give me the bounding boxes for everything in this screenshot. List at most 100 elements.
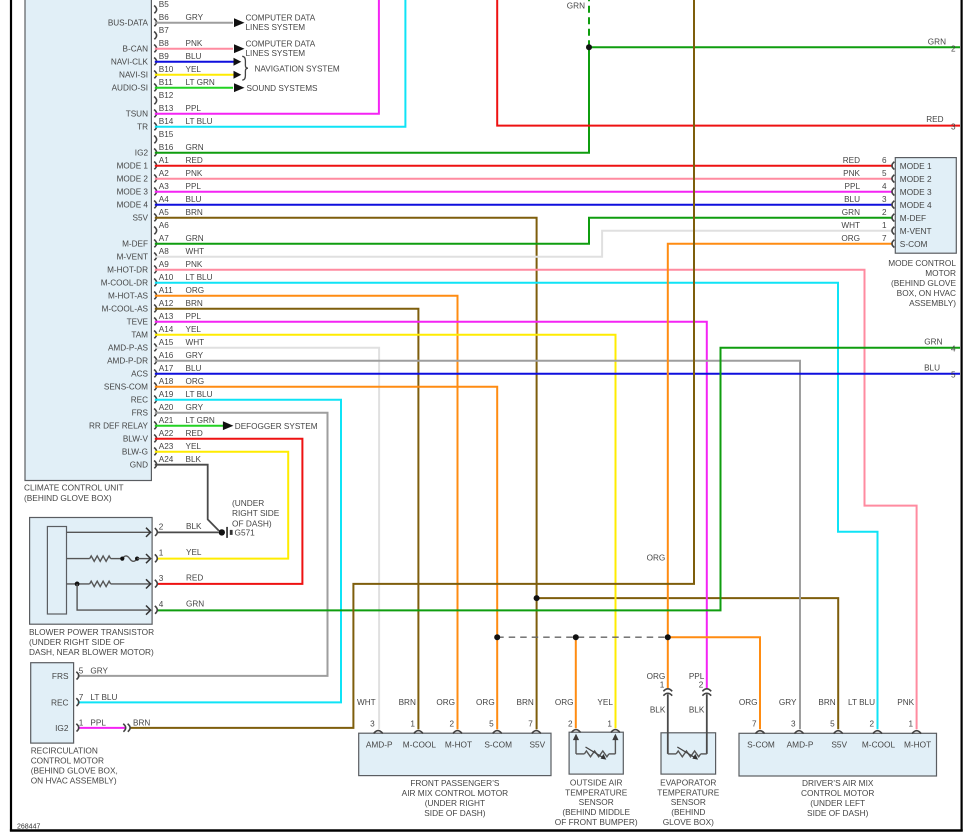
svg-text:BRN: BRN: [133, 719, 150, 728]
svg-text:A23: A23: [159, 442, 174, 451]
svg-text:(BEHIND GLOVE: (BEHIND GLOVE: [891, 278, 956, 288]
svg-text:2: 2: [699, 680, 704, 689]
svg-text:A12: A12: [159, 299, 174, 308]
svg-text:B14: B14: [159, 117, 174, 126]
svg-text:M-HOT: M-HOT: [445, 739, 472, 749]
svg-text:FRS: FRS: [52, 671, 69, 681]
svg-text:A6: A6: [159, 221, 169, 230]
svg-text:M-HOT: M-HOT: [904, 739, 931, 749]
svg-text:ORG: ORG: [476, 698, 495, 707]
svg-text:A22: A22: [159, 429, 174, 438]
svg-text:A24: A24: [159, 455, 174, 464]
svg-text:PPL: PPL: [186, 104, 202, 113]
svg-text:PNK: PNK: [186, 260, 203, 269]
svg-text:MODE CONTROL: MODE CONTROL: [888, 258, 956, 268]
svg-text:ASSEMBLY): ASSEMBLY): [909, 298, 956, 308]
svg-text:BLOWER POWER TRANSISTOR: BLOWER POWER TRANSISTOR: [29, 627, 154, 637]
svg-text:LT BLU: LT BLU: [90, 693, 117, 702]
svg-text:MOTOR: MOTOR: [925, 268, 956, 278]
svg-text:1: 1: [909, 720, 914, 729]
svg-text:MODE 4: MODE 4: [117, 200, 149, 209]
svg-text:MODE 2: MODE 2: [900, 174, 932, 184]
svg-text:DRIVER’S AIR MIX: DRIVER’S AIR MIX: [802, 778, 874, 788]
svg-text:TEVE: TEVE: [127, 317, 149, 326]
svg-text:B11: B11: [159, 78, 173, 87]
svg-text:AMD-P-AS: AMD-P-AS: [108, 343, 149, 352]
svg-text:M-DEF: M-DEF: [122, 239, 148, 248]
svg-text:A13: A13: [159, 312, 174, 321]
svg-text:AMD-P: AMD-P: [787, 739, 814, 749]
svg-text:A16: A16: [159, 351, 174, 360]
svg-text:AIR MIX CONTROL MOTOR: AIR MIX CONTROL MOTOR: [402, 788, 508, 798]
svg-text:GRN: GRN: [186, 600, 204, 609]
svg-text:GRY: GRY: [90, 667, 108, 676]
svg-text:B9: B9: [159, 52, 169, 61]
svg-text:REC: REC: [51, 698, 69, 708]
svg-text:RR DEF RELAY: RR DEF RELAY: [89, 421, 149, 430]
svg-text:SENSOR: SENSOR: [579, 797, 614, 807]
svg-text:BRN: BRN: [517, 698, 534, 707]
svg-text:3: 3: [951, 123, 956, 132]
svg-text:YEL: YEL: [186, 325, 202, 334]
svg-text:IG2: IG2: [55, 723, 69, 733]
svg-text:B10: B10: [159, 65, 174, 74]
svg-text:NAVI-CLK: NAVI-CLK: [111, 57, 149, 66]
svg-text:AUDIO-SI: AUDIO-SI: [112, 83, 148, 92]
svg-text:BLU: BLU: [186, 364, 202, 373]
svg-text:SIDE OF DASH): SIDE OF DASH): [424, 808, 486, 818]
svg-text:S5V: S5V: [133, 213, 149, 222]
svg-text:GRY: GRY: [186, 351, 204, 360]
svg-text:PNK: PNK: [186, 39, 203, 48]
svg-text:ORG: ORG: [841, 234, 860, 243]
svg-text:GRN: GRN: [928, 37, 946, 46]
svg-text:MODE 3: MODE 3: [900, 187, 932, 197]
svg-text:RED: RED: [926, 115, 943, 124]
svg-text:LT BLU: LT BLU: [186, 273, 213, 282]
svg-text:6: 6: [882, 156, 887, 165]
svg-text:S5V: S5V: [529, 739, 545, 749]
svg-text:FRONT PASSENGER’S: FRONT PASSENGER’S: [410, 778, 500, 788]
svg-text:WHT: WHT: [357, 698, 376, 707]
svg-text:4: 4: [882, 182, 887, 191]
svg-text:PPL: PPL: [845, 182, 861, 191]
svg-text:(BEHIND: (BEHIND: [671, 807, 705, 817]
svg-text:OUTSIDE AIR: OUTSIDE AIR: [570, 777, 623, 787]
svg-text:PPL: PPL: [90, 719, 106, 728]
svg-text:BRN: BRN: [818, 698, 835, 707]
svg-text:NAVI-SI: NAVI-SI: [119, 70, 148, 79]
svg-text:BLW-V: BLW-V: [123, 434, 149, 443]
svg-text:LT BLU: LT BLU: [848, 698, 875, 707]
svg-text:RECIRCULATION: RECIRCULATION: [31, 746, 98, 756]
svg-text:G571: G571: [235, 528, 256, 538]
svg-text:RED: RED: [186, 156, 203, 165]
svg-text:M-HOT-AS: M-HOT-AS: [108, 291, 149, 300]
svg-text:A9: A9: [159, 260, 169, 269]
svg-text:B12: B12: [159, 91, 174, 100]
svg-text:PNK: PNK: [843, 169, 860, 178]
svg-text:ORG: ORG: [436, 698, 455, 707]
svg-text:A18: A18: [159, 377, 174, 386]
svg-text:ORG: ORG: [739, 698, 758, 707]
svg-text:BRN: BRN: [186, 299, 203, 308]
svg-text:LT BLU: LT BLU: [186, 117, 213, 126]
svg-text:3: 3: [159, 574, 164, 583]
svg-text:M-VENT: M-VENT: [900, 226, 932, 236]
svg-text:COMPUTER DATA: COMPUTER DATA: [246, 40, 316, 49]
svg-text:AMD-P-DR: AMD-P-DR: [107, 356, 148, 365]
svg-text:LINES SYSTEM: LINES SYSTEM: [246, 49, 306, 58]
svg-text:A1: A1: [159, 156, 169, 165]
svg-text:A14: A14: [159, 325, 174, 334]
svg-text:EVAPORATOR: EVAPORATOR: [660, 777, 716, 787]
svg-text:3: 3: [882, 195, 887, 204]
svg-text:OF FRONT BUMPER): OF FRONT BUMPER): [555, 817, 638, 827]
svg-text:A10: A10: [159, 273, 174, 282]
svg-text:5: 5: [882, 169, 887, 178]
svg-text:SENSOR: SENSOR: [671, 797, 706, 807]
svg-text:M-COOL-DR: M-COOL-DR: [101, 278, 148, 287]
svg-text:LT GRN: LT GRN: [186, 78, 215, 87]
svg-text:GRY: GRY: [186, 13, 204, 22]
svg-text:CLIMATE CONTROL UNIT: CLIMATE CONTROL UNIT: [24, 483, 124, 493]
svg-text:BLU: BLU: [844, 195, 860, 204]
svg-text:PPL: PPL: [186, 182, 202, 191]
svg-text:MODE 1: MODE 1: [117, 161, 149, 170]
